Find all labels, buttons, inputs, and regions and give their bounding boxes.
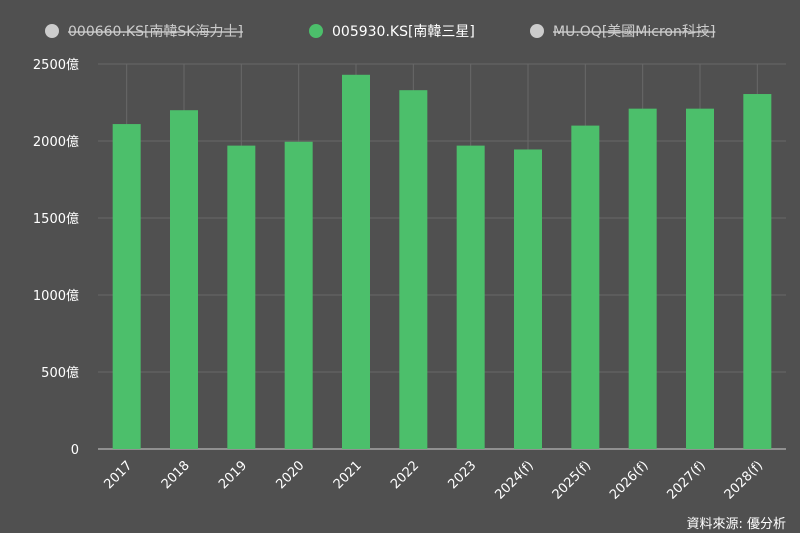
bar-2022[interactable] <box>399 90 428 450</box>
bar-2028(f)[interactable] <box>743 94 772 449</box>
legend-label: 005930.KS[南韓三星] <box>332 24 475 40</box>
x-tick-label: 2018 <box>159 458 193 492</box>
grid-lines <box>98 63 786 450</box>
y-tick-label: 1500億 <box>33 211 79 227</box>
x-tick-label: 2028(f) <box>722 458 766 502</box>
bar-2027(f)[interactable] <box>686 108 714 449</box>
legend-label: 000660.KS[南韓SK海力士] <box>68 24 243 40</box>
legend-label: MU.OQ[美國Micron科技] <box>553 24 715 40</box>
y-tick-label: 0 <box>71 443 79 458</box>
bar-2024(f)[interactable] <box>514 149 542 449</box>
bar-2025(f)[interactable] <box>571 125 600 449</box>
x-tick-label: 2024(f) <box>492 458 536 502</box>
legend-marker <box>309 24 323 38</box>
legend: 000660.KS[南韓SK海力士] 005930.KS[南韓三星] MU.OQ[美… <box>45 24 715 40</box>
x-tick-label: 2021 <box>331 458 365 492</box>
bar-2019[interactable] <box>227 145 256 449</box>
y-tick-label: 2000億 <box>33 134 79 150</box>
bar-2023[interactable] <box>456 145 485 449</box>
x-tick-label: 2023 <box>445 458 479 492</box>
bar-2018[interactable] <box>170 110 198 449</box>
bar-2020[interactable] <box>284 141 313 449</box>
x-tick-label: 2027(f) <box>664 458 708 502</box>
x-tick-label: 2025(f) <box>550 458 594 502</box>
legend-item-0[interactable]: 000660.KS[南韓SK海力士] <box>45 24 243 40</box>
legend-marker <box>45 24 59 38</box>
bars <box>112 74 772 450</box>
x-tick-label: 2020 <box>273 458 307 492</box>
source-note: 資料來源: 優分析 <box>686 517 786 532</box>
y-tick-label: 2500億 <box>33 57 79 73</box>
legend-item-1[interactable]: 005930.KS[南韓三星] <box>309 24 475 40</box>
x-axis: 2017 2018 2019 2020 2021 2022 2023 2024(f) 2025(… <box>101 458 766 502</box>
y-tick-label: 500億 <box>41 365 79 381</box>
x-tick-label: 2019 <box>216 458 250 492</box>
bar-2026(f)[interactable] <box>628 108 657 449</box>
y-tick-label: 1000億 <box>33 288 79 304</box>
x-tick-label: 2026(f) <box>607 458 651 502</box>
x-tick-label: 2022 <box>388 458 422 492</box>
x-tick-label: 2017 <box>101 458 135 492</box>
legend-item-2[interactable]: MU.OQ[美國Micron科技] <box>530 24 715 40</box>
bar-2017[interactable] <box>112 124 141 449</box>
legend-marker <box>530 24 544 38</box>
bar-2021[interactable] <box>342 74 370 449</box>
y-axis: 0 500億 1000億 1500億 2000億 2500億 <box>33 57 79 458</box>
